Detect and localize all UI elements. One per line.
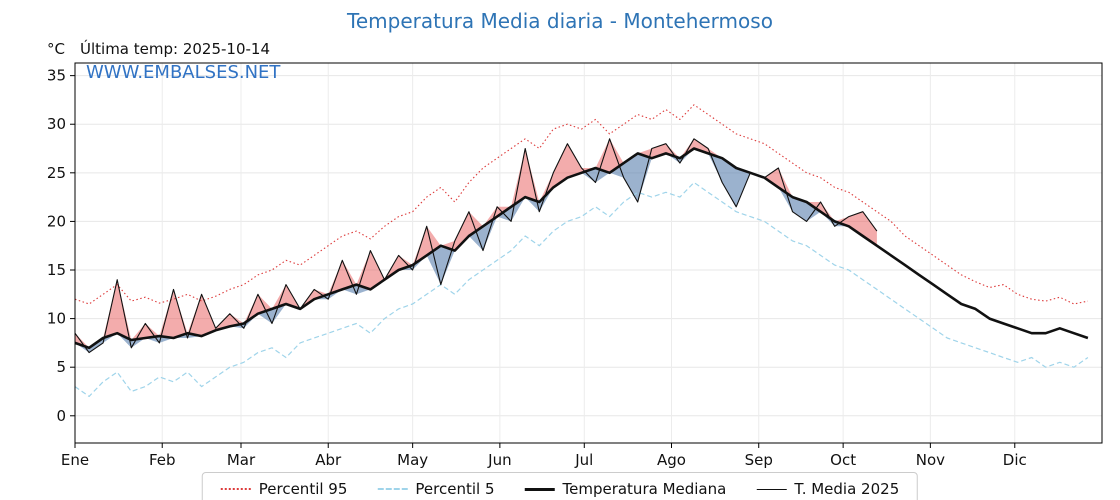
x-tick-label: Jun <box>487 451 511 469</box>
line-percentil-5 <box>74 181 1089 397</box>
x-tick-label: Feb <box>149 451 176 469</box>
page-title: Temperatura Media diaria - Montehermoso <box>347 9 773 33</box>
line-percentil-95 <box>74 104 1089 305</box>
legend-label: Temperatura Mediana <box>562 480 727 498</box>
legend-item-mediana: Temperatura Mediana <box>524 480 726 498</box>
last-temp-label: Última temp: 2025-10-14 <box>80 40 271 58</box>
y-tick-label: 10 <box>47 310 66 328</box>
x-tick-label: Oct <box>830 451 856 469</box>
legend-item-t-media-2025: T. Media 2025 <box>756 480 899 498</box>
x-tick-label: Ago <box>657 451 686 469</box>
y-tick-label: 25 <box>47 164 66 182</box>
y-tick-label: 0 <box>56 407 66 425</box>
temperature-chart: 0 5 10 15 20 25 30 35 Ene Feb Mar Abr May Jun Jul Ago Se… <box>47 62 1103 469</box>
y-tick-label: 15 <box>47 261 66 279</box>
legend-label: T. Media 2025 <box>794 480 900 498</box>
x-tick-label: Nov <box>916 451 945 469</box>
y-tick-label: 30 <box>47 115 66 133</box>
x-tick-label: Dic <box>1003 451 1027 469</box>
x-tick-label: Mar <box>227 451 256 469</box>
y-tick-label: 5 <box>56 358 66 376</box>
mediana-line-sample <box>524 487 555 491</box>
x-tick-label: Sep <box>745 451 773 469</box>
line-t-media-2025 <box>74 138 878 354</box>
legend-item-percentil-95: Percentil 95 <box>220 480 348 498</box>
x-tick-label: Jul <box>574 451 593 469</box>
watermark: WWW.EMBALSES.NET <box>86 62 281 83</box>
x-tick-label: Abr <box>315 451 342 469</box>
x-tick-label: May <box>397 451 428 469</box>
percentil-5-line-sample <box>377 488 408 490</box>
percentil-95-line-sample <box>220 488 251 490</box>
line-temperatura-mediana <box>74 147 1089 350</box>
y-tick-label: 20 <box>47 212 66 230</box>
y-tick-label: 35 <box>47 67 66 85</box>
y-axis-units-label: °C <box>47 40 65 58</box>
x-tick-label: Ene <box>61 451 89 469</box>
legend: Percentil 95 Percentil 5 Temperatura Med… <box>201 472 919 500</box>
legend-item-percentil-5: Percentil 5 <box>377 480 494 498</box>
legend-label: Percentil 5 <box>415 480 495 498</box>
t-media-2025-line-sample <box>756 488 787 490</box>
axes-box <box>74 62 1103 444</box>
legend-label: Percentil 95 <box>258 480 348 498</box>
